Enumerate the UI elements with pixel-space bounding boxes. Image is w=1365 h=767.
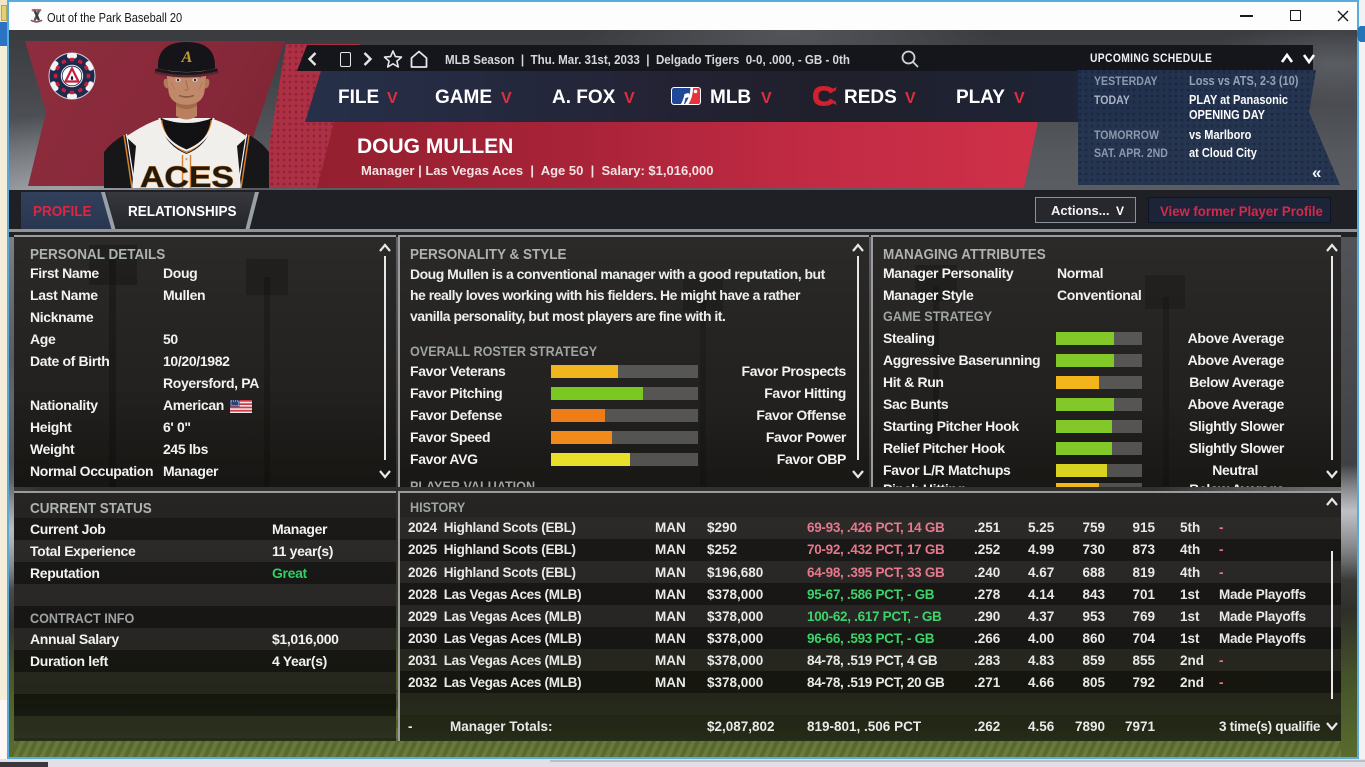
- svg-text:A: A: [181, 49, 193, 66]
- svg-text:ACES: ACES: [140, 161, 234, 188]
